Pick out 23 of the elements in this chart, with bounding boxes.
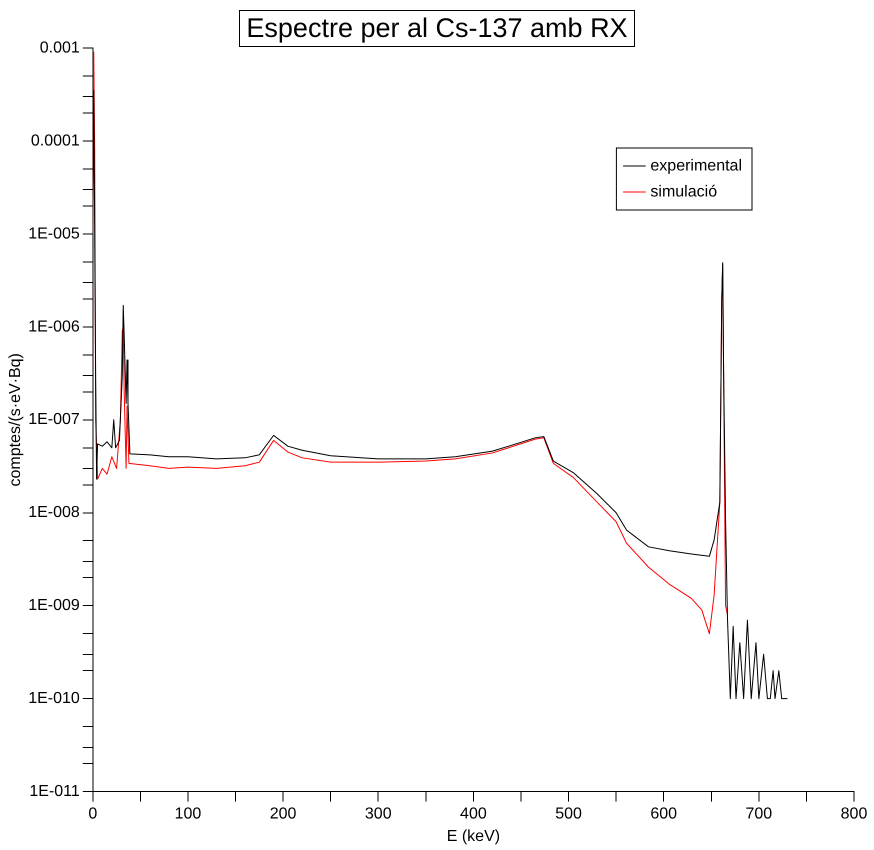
x-tick-label: 100	[174, 806, 202, 823]
y-tick-label: 0.0001	[30, 132, 80, 150]
legend-label: simulació	[650, 183, 718, 200]
y-tick-label: 1E-011	[29, 783, 80, 800]
y-tick-label: 0.001	[40, 39, 80, 56]
y-tick-label: 1E-009	[28, 597, 80, 614]
y-tick-label: 1E-008	[28, 504, 80, 522]
y-tick-label: 1E-005	[28, 225, 80, 242]
y-axis-title: comptes/(s·eV·Bq)	[7, 353, 24, 486]
x-tick-label: 200	[270, 806, 297, 823]
x-axis-title: E (keV)	[446, 828, 500, 845]
chart-title: Espectre per al Cs-137 amb RX	[239, 10, 635, 47]
y-tick-label: 1E-007	[28, 411, 80, 428]
x-tick-label: 0	[88, 806, 98, 823]
x-tick-label: 400	[460, 806, 487, 823]
x-tick-label: 300	[364, 806, 392, 823]
y-tick-label: 1E-010	[28, 690, 80, 708]
x-tick-label: 800	[840, 806, 868, 823]
x-tick-label: 500	[555, 806, 582, 823]
legend-label: experimental	[650, 157, 742, 174]
y-tick-label: 1E-006	[28, 318, 80, 336]
x-tick-label: 700	[746, 806, 772, 823]
x-tick-label: 600	[650, 806, 678, 823]
